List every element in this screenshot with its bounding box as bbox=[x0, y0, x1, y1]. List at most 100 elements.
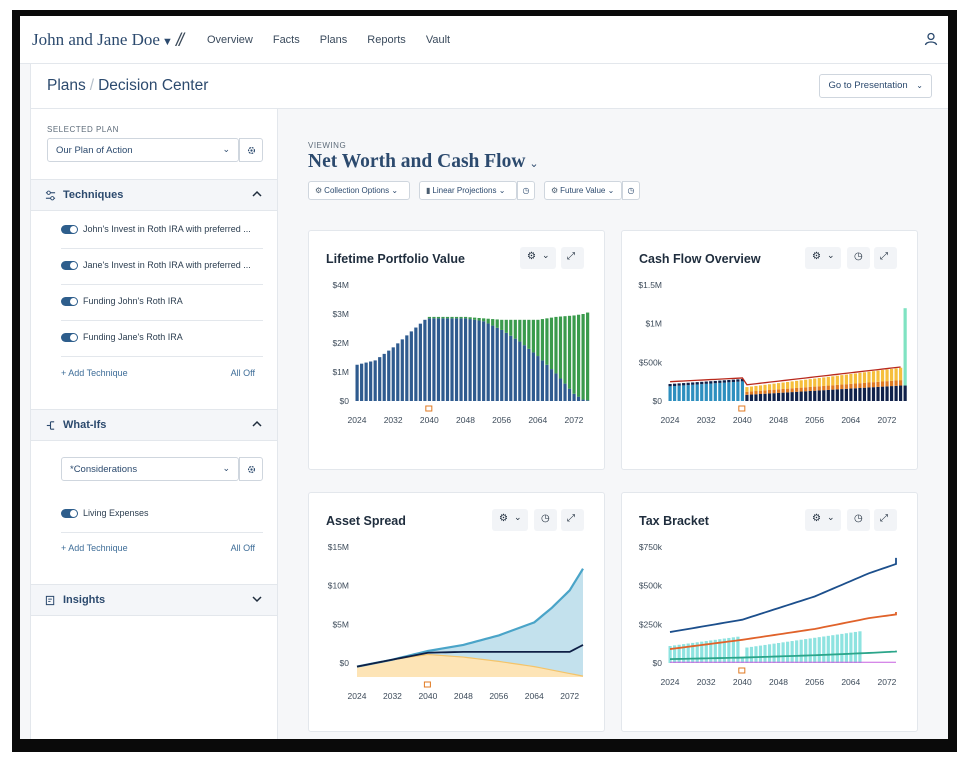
portfolio-bar-roth bbox=[540, 319, 545, 361]
what-ifs-section-header[interactable]: What-Ifs bbox=[31, 409, 277, 441]
cash-flow-bar-base bbox=[804, 391, 808, 401]
portfolio-bar-investments bbox=[518, 341, 522, 401]
portfolio-bar-investments bbox=[545, 364, 549, 401]
tax-bar-income bbox=[718, 639, 722, 663]
cash-flow-bar-income bbox=[673, 385, 677, 401]
portfolio-bar-roth bbox=[473, 317, 477, 320]
breadcrumb-plans[interactable]: Plans bbox=[47, 77, 86, 94]
insights-section-header[interactable]: Insights bbox=[31, 584, 277, 616]
user-icon[interactable] bbox=[924, 32, 938, 46]
cash-flow-bar-other bbox=[691, 382, 695, 385]
portfolio-bar-roth bbox=[513, 319, 517, 339]
portfolio-bar-roth bbox=[432, 316, 436, 319]
x-tick-label: 2056 bbox=[489, 691, 508, 701]
chart-info-button[interactable]: ◷ bbox=[534, 509, 557, 531]
nav-link-plans[interactable]: Plans bbox=[319, 34, 348, 46]
chart-info-button[interactable]: ◷ bbox=[847, 509, 870, 531]
what-if-item[interactable]: Living Expenses bbox=[61, 497, 263, 533]
nav-link-facts[interactable]: Facts bbox=[272, 34, 300, 46]
cash-flow-bar-base bbox=[799, 391, 803, 401]
expand-chart-button[interactable]: ⤢ bbox=[561, 247, 584, 269]
portfolio-bar-roth bbox=[567, 315, 572, 389]
technique-toggle[interactable] bbox=[61, 333, 78, 342]
chevron-down-icon: ⌄ bbox=[391, 186, 399, 195]
all-off-link[interactable]: All Off bbox=[230, 543, 255, 553]
techniques-section-header[interactable]: Techniques bbox=[31, 179, 277, 211]
chart-info-button[interactable]: ◷ bbox=[847, 247, 870, 269]
chart-settings-button[interactable]: ⚙ ⌄ bbox=[805, 509, 841, 531]
portfolio-bar-investments bbox=[513, 338, 517, 401]
portfolio-bar-roth bbox=[450, 316, 454, 319]
add-technique-link[interactable]: + Add Technique bbox=[61, 543, 128, 553]
tax-bar-income bbox=[849, 632, 853, 663]
view-title: Net Worth and Cash Flow bbox=[308, 151, 526, 172]
card-title: Asset Spread bbox=[326, 514, 406, 528]
nav-link-vault[interactable]: Vault bbox=[425, 34, 451, 46]
x-tick-label: 2032 bbox=[384, 415, 403, 425]
cash-flow-bar-income bbox=[677, 385, 681, 401]
technique-item[interactable]: John's Invest in Roth IRA with preferred… bbox=[61, 213, 263, 249]
cash-flow-bar-expenses bbox=[840, 375, 844, 385]
expand-chart-button[interactable]: ⤢ bbox=[874, 509, 897, 531]
portfolio-bar-investments bbox=[373, 360, 377, 401]
technique-item[interactable]: Jane's Invest in Roth IRA with preferred… bbox=[61, 249, 263, 285]
technique-toggle[interactable] bbox=[61, 225, 78, 234]
portfolio-bar-roth bbox=[463, 316, 468, 319]
y-tick-label: $0 bbox=[340, 658, 350, 668]
tax-bar-income bbox=[686, 643, 690, 663]
expand-chart-button[interactable]: ⤢ bbox=[874, 247, 897, 269]
projection-type-dropdown[interactable]: ▮ Linear Projections ⌄ bbox=[419, 181, 517, 200]
plan-settings-button[interactable] bbox=[239, 138, 263, 162]
all-off-link[interactable]: All Off bbox=[230, 368, 255, 378]
portfolio-bar-investments bbox=[504, 332, 508, 401]
info-icon: ◷ bbox=[522, 186, 530, 195]
projection-type-label: Linear Projections bbox=[432, 186, 497, 195]
expand-icon: ⤢ bbox=[880, 513, 888, 524]
y-tick-label: $1M bbox=[645, 319, 662, 329]
view-selector[interactable]: Net Worth and Cash Flow ⌄ bbox=[308, 151, 539, 173]
nav-link-reports[interactable]: Reports bbox=[367, 34, 406, 46]
projection-info-button[interactable]: ◷ bbox=[517, 181, 535, 200]
what-if-select[interactable]: *Considerations ⌄ bbox=[61, 457, 239, 481]
cash-flow-bar-expenses bbox=[889, 368, 894, 381]
tax-bracket-card: Tax Bracket ⚙ ⌄ ◷ ⤢ $0 $250k $500k $750k 202… bbox=[621, 492, 918, 732]
cash-flow-bar-tax bbox=[840, 384, 844, 390]
tax-bar-income bbox=[776, 642, 781, 663]
technique-item[interactable]: Funding Jane's Roth IRA bbox=[61, 321, 263, 357]
nav-link-overview[interactable]: Overview bbox=[207, 34, 253, 46]
household-selector[interactable]: John and Jane Doe ▼ bbox=[32, 30, 173, 50]
chart-settings-button[interactable]: ⚙ ⌄ bbox=[805, 247, 841, 269]
cash-flow-bar-tax bbox=[790, 388, 794, 393]
add-technique-link[interactable]: + Add Technique bbox=[61, 368, 128, 378]
technique-toggle[interactable] bbox=[61, 261, 78, 270]
portfolio-bar-roth bbox=[527, 319, 531, 349]
chevron-down-icon bbox=[252, 596, 262, 603]
portfolio-bar-investments bbox=[509, 335, 513, 401]
cash-flow-bar-expenses bbox=[758, 385, 763, 391]
what-if-settings-button[interactable] bbox=[239, 457, 263, 481]
technique-item[interactable]: Funding John's Roth IRA bbox=[61, 285, 263, 321]
value-basis-info-button[interactable]: ◷ bbox=[622, 181, 640, 200]
chart-settings-button[interactable]: ⚙ ⌄ bbox=[492, 509, 528, 531]
cash-flow-bar-income bbox=[668, 386, 672, 401]
plan-select[interactable]: Our Plan of Action ⌄ bbox=[47, 138, 239, 162]
what-if-toggle[interactable] bbox=[61, 509, 78, 518]
value-basis-dropdown[interactable]: ⚙ Future Value ⌄ bbox=[544, 181, 622, 200]
chart-settings-button[interactable]: ⚙ ⌄ bbox=[520, 247, 556, 269]
portfolio-bar-investments bbox=[527, 348, 531, 401]
expand-chart-button[interactable]: ⤢ bbox=[561, 509, 584, 531]
retirement-marker-icon bbox=[738, 667, 746, 674]
cash-flow-bar-expenses bbox=[767, 384, 772, 391]
x-tick-label: 2048 bbox=[456, 415, 475, 425]
go-to-presentation-button[interactable]: Go to Presentation ⌄ bbox=[819, 74, 932, 98]
cash-flow-bar-base bbox=[758, 393, 763, 401]
cash-flow-bar-other bbox=[682, 383, 686, 386]
cash-flow-bar-base bbox=[790, 392, 794, 401]
tax-bar-income bbox=[817, 637, 821, 663]
x-tick-label: 2024 bbox=[661, 677, 680, 687]
tax-bar-income bbox=[677, 644, 681, 663]
technique-toggle[interactable] bbox=[61, 297, 78, 306]
selected-plan-label: SELECTED PLAN bbox=[47, 125, 119, 134]
cash-flow-bar-base bbox=[745, 394, 749, 401]
collection-options-dropdown[interactable]: ⚙ Collection Options ⌄ bbox=[308, 181, 410, 200]
